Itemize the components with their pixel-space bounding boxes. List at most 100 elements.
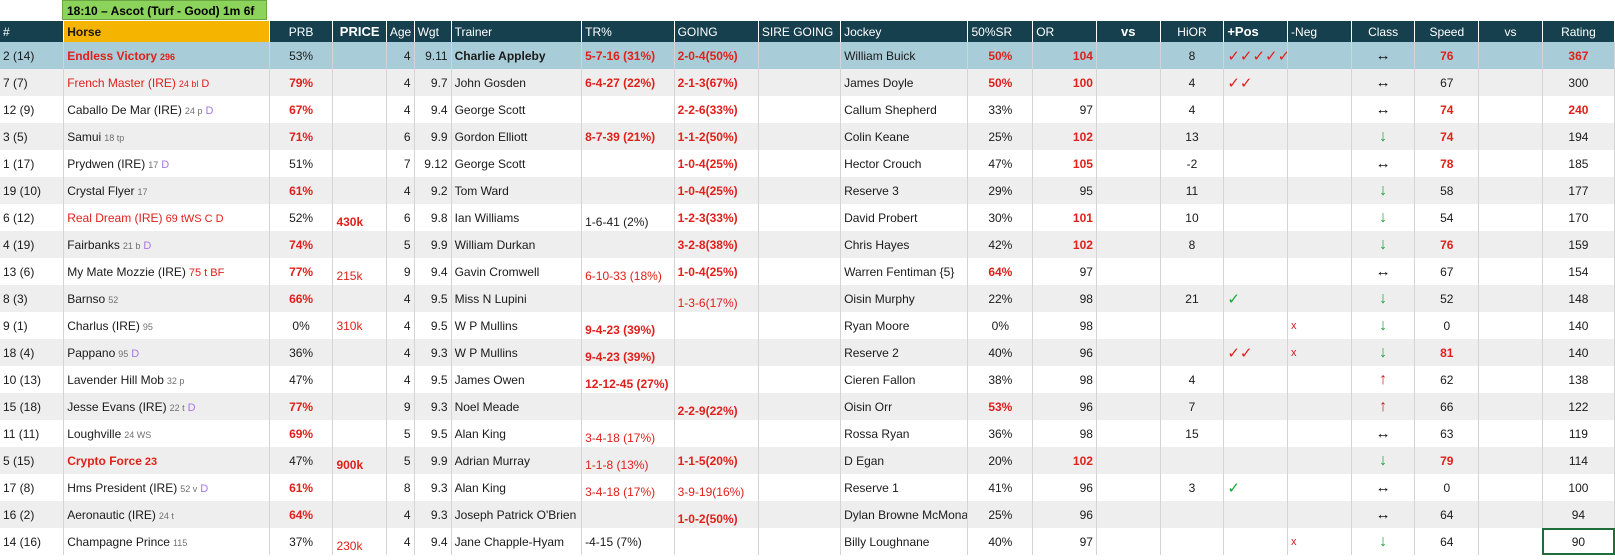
col-header-or[interactable]: OR bbox=[1032, 21, 1097, 42]
cell-vs[interactable] bbox=[1096, 69, 1161, 96]
cell-num[interactable]: 4 (19) bbox=[0, 231, 65, 258]
cell-price[interactable]: 230k bbox=[332, 528, 387, 555]
cell-trainer[interactable]: James Owen bbox=[451, 366, 583, 393]
cell-tr[interactable] bbox=[581, 285, 675, 312]
cell-wgt[interactable]: 9.5 bbox=[414, 420, 452, 447]
cell-prb[interactable]: 66% bbox=[269, 285, 334, 312]
cell-wgt[interactable]: 9.7 bbox=[414, 69, 452, 96]
cell-rating[interactable]: 122 bbox=[1542, 393, 1615, 420]
cell-class[interactable]: ↓ bbox=[1351, 285, 1416, 312]
cell-50sr[interactable]: 38% bbox=[967, 366, 1034, 393]
cell-neg[interactable] bbox=[1287, 366, 1352, 393]
cell-or[interactable]: 98 bbox=[1032, 420, 1097, 447]
cell-tr[interactable]: 9-4-23 (39%) bbox=[581, 312, 675, 339]
cell-age[interactable]: 4 bbox=[386, 96, 415, 123]
cell-sire-going[interactable] bbox=[758, 528, 842, 555]
cell-neg[interactable] bbox=[1287, 474, 1352, 501]
cell-age[interactable]: 5 bbox=[386, 447, 415, 474]
cell-neg[interactable] bbox=[1287, 177, 1352, 204]
cell-trainer[interactable]: Tom Ward bbox=[451, 177, 583, 204]
cell-vs2[interactable] bbox=[1478, 366, 1543, 393]
cell-prb[interactable]: 64% bbox=[269, 501, 334, 528]
cell-vs2[interactable] bbox=[1478, 528, 1543, 555]
cell-age[interactable]: 4 bbox=[386, 312, 415, 339]
cell-going[interactable]: 2-2-6(33%) bbox=[674, 96, 759, 123]
col-header-tr[interactable]: TR% bbox=[581, 21, 675, 42]
cell-or[interactable]: 104 bbox=[1032, 42, 1097, 69]
cell-rating[interactable]: 114 bbox=[1542, 447, 1615, 474]
cell-vs2[interactable] bbox=[1478, 150, 1543, 177]
cell-horse[interactable]: Real Dream (IRE) 69 tWS C D bbox=[63, 204, 270, 231]
cell-price[interactable] bbox=[332, 285, 387, 312]
cell-sire-going[interactable] bbox=[758, 285, 842, 312]
cell-num[interactable]: 9 (1) bbox=[0, 312, 65, 339]
cell-speed[interactable]: 63 bbox=[1414, 420, 1480, 447]
cell-neg[interactable] bbox=[1287, 42, 1352, 69]
cell-pos[interactable] bbox=[1223, 393, 1289, 420]
cell-or[interactable]: 97 bbox=[1032, 258, 1097, 285]
table-row[interactable]: 9 (1) Charlus (IRE) 95 0% 310k 4 9.5 W P … bbox=[0, 312, 1615, 339]
cell-neg[interactable] bbox=[1287, 96, 1352, 123]
cell-wgt[interactable]: 9.9 bbox=[414, 123, 452, 150]
cell-vs2[interactable] bbox=[1478, 42, 1543, 69]
cell-or[interactable]: 105 bbox=[1032, 150, 1097, 177]
cell-jockey[interactable]: Rossa Ryan bbox=[840, 420, 969, 447]
cell-prb[interactable]: 74% bbox=[269, 231, 334, 258]
cell-age[interactable]: 4 bbox=[386, 339, 415, 366]
cell-horse[interactable]: Samui 18 tp bbox=[63, 123, 270, 150]
cell-jockey[interactable]: Warren Fentiman {5} bbox=[840, 258, 969, 285]
cell-prb[interactable]: 47% bbox=[269, 447, 334, 474]
cell-prb[interactable]: 67% bbox=[269, 96, 334, 123]
cell-jockey[interactable]: William Buick bbox=[840, 42, 969, 69]
cell-hior[interactable]: 4 bbox=[1160, 69, 1225, 96]
cell-class[interactable]: ↓ bbox=[1351, 339, 1416, 366]
cell-sire-going[interactable] bbox=[758, 42, 842, 69]
cell-going[interactable] bbox=[674, 420, 759, 447]
cell-vs[interactable] bbox=[1096, 528, 1161, 555]
cell-age[interactable]: 6 bbox=[386, 204, 415, 231]
cell-tr[interactable]: 9-4-23 (39%) bbox=[581, 339, 675, 366]
cell-hior[interactable]: 4 bbox=[1160, 96, 1225, 123]
col-header-horse[interactable]: Horse bbox=[63, 21, 270, 42]
table-row[interactable]: 3 (5) Samui 18 tp 71% 6 9.9 Gordon Elliot… bbox=[0, 123, 1615, 150]
cell-50sr[interactable]: 29% bbox=[967, 177, 1034, 204]
table-row[interactable]: 19 (10) Crystal Flyer 17 61% 4 9.2 Tom Wa… bbox=[0, 177, 1615, 204]
col-header-speed[interactable]: Speed bbox=[1414, 21, 1480, 42]
cell-prb[interactable]: 77% bbox=[269, 393, 334, 420]
cell-age[interactable]: 4 bbox=[386, 285, 415, 312]
cell-vs[interactable] bbox=[1096, 366, 1161, 393]
cell-price[interactable]: 900k bbox=[332, 447, 387, 474]
cell-prb[interactable]: 0% bbox=[269, 312, 334, 339]
cell-50sr[interactable]: 64% bbox=[967, 258, 1034, 285]
cell-prb[interactable]: 61% bbox=[269, 474, 334, 501]
cell-pos[interactable]: ✓✓ bbox=[1223, 339, 1289, 366]
cell-50sr[interactable]: 50% bbox=[967, 69, 1034, 96]
cell-vs[interactable] bbox=[1096, 231, 1161, 258]
cell-tr[interactable]: 1-1-8 (13%) bbox=[581, 447, 675, 474]
cell-trainer[interactable]: Alan King bbox=[451, 474, 583, 501]
cell-class[interactable]: ↔ bbox=[1351, 420, 1416, 447]
cell-rating[interactable]: 300 bbox=[1542, 69, 1615, 96]
table-row[interactable]: 10 (13) Lavender Hill Mob 32 p 47% 4 9.5 … bbox=[0, 366, 1615, 393]
cell-wgt[interactable]: 9.5 bbox=[414, 312, 452, 339]
cell-vs[interactable] bbox=[1096, 204, 1161, 231]
cell-hior[interactable]: 3 bbox=[1160, 474, 1225, 501]
cell-trainer[interactable]: Charlie Appleby bbox=[451, 42, 583, 69]
cell-class[interactable]: ↔ bbox=[1351, 69, 1416, 96]
cell-pos[interactable] bbox=[1223, 447, 1289, 474]
cell-prb[interactable]: 61% bbox=[269, 177, 334, 204]
cell-vs[interactable] bbox=[1096, 123, 1161, 150]
cell-trainer[interactable]: W P Mullins bbox=[451, 339, 583, 366]
cell-vs2[interactable] bbox=[1478, 393, 1543, 420]
cell-neg[interactable] bbox=[1287, 123, 1352, 150]
cell-class[interactable]: ↓ bbox=[1351, 177, 1416, 204]
cell-age[interactable]: 8 bbox=[386, 474, 415, 501]
cell-rating[interactable]: 138 bbox=[1542, 366, 1615, 393]
cell-price[interactable] bbox=[332, 474, 387, 501]
col-header-price[interactable]: PRICE bbox=[332, 21, 387, 42]
table-row[interactable]: 1 (17) Prydwen (IRE) 17 D 51% 7 9.12 Georg… bbox=[0, 150, 1615, 177]
cell-going[interactable]: 2-1-3(67%) bbox=[674, 69, 759, 96]
cell-vs2[interactable] bbox=[1478, 339, 1543, 366]
cell-tr[interactable] bbox=[581, 501, 675, 528]
cell-or[interactable]: 96 bbox=[1032, 339, 1097, 366]
